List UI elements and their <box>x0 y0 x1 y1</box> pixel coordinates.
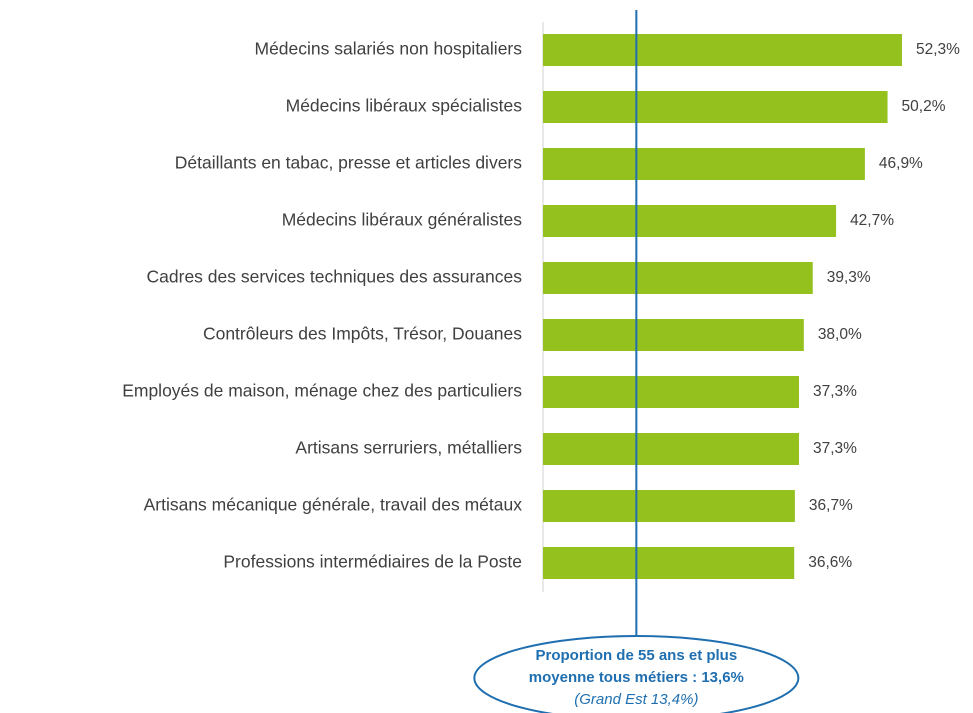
value-label: 36,7% <box>809 497 853 514</box>
value-label: 39,3% <box>827 269 871 286</box>
annotation-bubble <box>473 635 800 713</box>
bar <box>543 433 800 465</box>
value-label: 37,3% <box>813 440 857 457</box>
bar <box>543 262 813 294</box>
category-label: Employés de maison, ménage chez des part… <box>122 381 522 401</box>
value-label: 38,0% <box>818 326 862 343</box>
category-label: Cadres des services techniques des assur… <box>147 267 523 287</box>
annotation-text: Proportion de 55 ans et plus <box>535 647 737 664</box>
value-label: 42,7% <box>850 212 894 229</box>
annotation-text: moyenne tous métiers : 13,6% <box>529 669 744 686</box>
value-label: 37,3% <box>813 383 857 400</box>
bar <box>543 34 902 66</box>
category-label: Médecins libéraux spécialistes <box>286 96 523 116</box>
value-label: 36,6% <box>808 554 852 571</box>
category-label: Contrôleurs des Impôts, Trésor, Douanes <box>203 324 522 344</box>
bar <box>543 148 865 180</box>
value-label: 46,9% <box>879 155 923 172</box>
bar <box>543 319 804 351</box>
category-label: Médecins libéraux généralistes <box>282 210 523 230</box>
category-label: Professions intermédiaires de la Poste <box>223 552 522 572</box>
category-label: Détaillants en tabac, presse et articles… <box>175 153 522 173</box>
bar <box>543 376 800 408</box>
value-label: 52,3% <box>916 41 960 58</box>
category-label: Artisans mécanique générale, travail des… <box>144 495 523 515</box>
value-label: 50,2% <box>902 98 946 115</box>
bar <box>543 91 888 123</box>
annotation-text: (Grand Est 13,4%) <box>574 691 698 708</box>
bar <box>543 205 837 237</box>
category-label: Artisans serruriers, métalliers <box>295 438 522 458</box>
bar <box>543 547 795 579</box>
bar <box>543 490 795 522</box>
category-label: Médecins salariés non hospitaliers <box>255 39 523 59</box>
